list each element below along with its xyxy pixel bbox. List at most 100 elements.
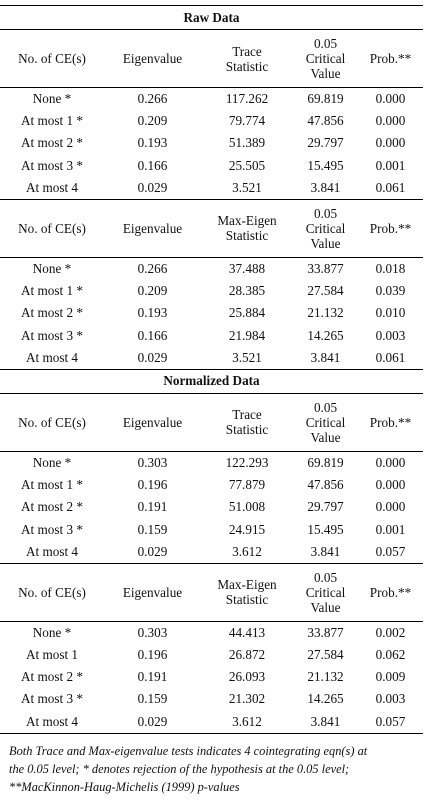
statistic-cell: 28.385 [228, 283, 266, 299]
probability-header: Prob.** [358, 563, 423, 622]
statistic-cell: 25.505 [228, 157, 266, 173]
eigenvalue-cell: 0.029 [104, 710, 201, 734]
critical-value-cell: 21.132 [307, 669, 344, 685]
eigenvalue-cell: 0.303 [137, 624, 168, 640]
statistic-header: Trace Statistic [201, 393, 293, 452]
statistic-cell: 79.774 [228, 113, 266, 129]
table-row: At most 2 * 0.193 25.884 21.132 0.010 [0, 302, 423, 324]
critical-value-cell: 47.856 [307, 113, 344, 129]
statistic-header: Max-Eigen Statistic [201, 199, 293, 258]
statistic-cell: 26.872 [228, 647, 266, 663]
statistic-cell: 51.389 [228, 135, 266, 151]
ce-count-cell: At most 4 [0, 176, 104, 200]
statistic-cell: 77.879 [228, 477, 266, 493]
header-row: No. of CE(s) Eigenvalue Max-Eigen Statisti… [0, 563, 423, 622]
critical-value-cell: 14.265 [307, 691, 344, 707]
eigenvalue-cell: 0.193 [137, 135, 168, 151]
probability-cell: 0.000 [375, 135, 406, 151]
ce-count-cell: At most 3 * [21, 521, 83, 537]
ce-count-cell: At most 1 * [21, 477, 83, 493]
eigenvalue-cell: 0.266 [137, 261, 168, 277]
statistic-cell: 3.521 [201, 176, 293, 200]
ce-count-cell: At most 2 * [21, 669, 83, 685]
critical-value-cell: 33.877 [307, 624, 344, 640]
critical-value-cell: 69.819 [307, 91, 344, 107]
statistic-cell: 51.008 [228, 499, 266, 515]
critical-value-header: 0.05 Critical Value [293, 563, 358, 622]
critical-value-cell: 3.841 [293, 346, 358, 370]
probability-cell: 0.000 [375, 477, 406, 493]
ce-count-cell: At most 3 * [21, 157, 83, 173]
eigenvalue-header: Eigenvalue [104, 563, 201, 622]
table-row: At most 3 * 0.166 21.984 14.265 0.003 [0, 325, 423, 347]
critical-value-cell: 14.265 [307, 327, 344, 343]
critical-value-header: 0.05 Critical Value [293, 29, 358, 88]
ce-count-cell: At most 2 * [21, 305, 83, 321]
statistic-cell: 26.093 [228, 669, 266, 685]
section-title: Raw Data [0, 5, 423, 30]
probability-cell: 0.057 [358, 540, 423, 564]
table-row: At most 3 * 0.159 21.302 14.265 0.003 [0, 688, 423, 710]
eigenvalue-cell: 0.196 [137, 477, 168, 493]
probability-header: Prob.** [358, 393, 423, 452]
probability-header: Prob.** [358, 29, 423, 88]
table-row: At most 2 * 0.191 26.093 21.132 0.009 [0, 666, 423, 688]
eigenvalue-header: Eigenvalue [104, 393, 201, 452]
footnote-line: the 0.05 level; * denotes rejection of t… [9, 762, 350, 776]
ce-count-cell: At most 4 [0, 540, 104, 564]
statistic-header: Max-Eigen Statistic [201, 563, 293, 622]
statistic-cell: 3.612 [201, 710, 293, 734]
table-row: At most 1 * 0.209 79.774 47.856 0.000 [0, 110, 423, 132]
ce-count-header: No. of CE(s) [0, 199, 104, 258]
statistic-cell: 37.488 [228, 261, 266, 277]
statistic-cell: 21.302 [228, 691, 266, 707]
table-row: At most 3 * 0.166 25.505 15.495 0.001 [0, 155, 423, 177]
ce-count-cell: None * [32, 454, 72, 470]
probability-cell: 0.010 [375, 305, 406, 321]
probability-cell: 0.039 [375, 283, 406, 299]
probability-cell: 0.061 [358, 176, 423, 200]
statistic-cell: 24.915 [228, 521, 266, 537]
critical-value-cell: 33.877 [307, 261, 344, 277]
critical-value-cell: 3.841 [293, 540, 358, 564]
ce-count-header: No. of CE(s) [0, 393, 104, 452]
probability-cell: 0.002 [375, 624, 406, 640]
statistic-cell: 122.293 [225, 454, 269, 470]
statistic-cell: 44.413 [228, 624, 266, 640]
table-row: At most 4 0.029 3.521 3.841 0.061 [0, 176, 423, 200]
probability-cell: 0.057 [358, 710, 423, 734]
statistic-cell: 117.262 [225, 91, 269, 107]
eigenvalue-cell: 0.029 [104, 176, 201, 200]
critical-value-cell: 29.797 [307, 135, 344, 151]
statistic-header: Trace Statistic [201, 29, 293, 88]
footnote-line: **MacKinnon-Haug-Michelis (1999) p-value… [9, 780, 240, 794]
critical-value-cell: 15.495 [307, 521, 344, 537]
probability-cell: 0.009 [375, 669, 406, 685]
ce-count-cell: At most 1 * [21, 283, 83, 299]
probability-cell: 0.003 [375, 327, 406, 343]
ce-count-cell: At most 3 * [21, 691, 83, 707]
probability-cell: 0.000 [375, 499, 406, 515]
probability-cell: 0.000 [375, 454, 406, 470]
critical-value-cell: 27.584 [307, 283, 344, 299]
critical-value-cell: 15.495 [307, 157, 344, 173]
table-row: None * 0.266 117.262 69.819 0.000 [0, 88, 423, 111]
eigenvalue-cell: 0.029 [104, 540, 201, 564]
table-row: None * 0.266 37.488 33.877 0.018 [0, 257, 423, 280]
ce-count-header: No. of CE(s) [0, 29, 104, 88]
eigenvalue-cell: 0.166 [137, 327, 168, 343]
eigenvalue-cell: 0.159 [137, 691, 168, 707]
ce-count-cell: At most 4 [0, 346, 104, 370]
section-title-row: Raw Data [0, 5, 423, 30]
probability-cell: 0.001 [375, 157, 406, 173]
probability-cell: 0.018 [375, 261, 406, 277]
ce-count-cell: At most 3 * [21, 327, 83, 343]
probability-cell: 0.061 [358, 346, 423, 370]
statistic-cell: 3.521 [201, 346, 293, 370]
eigenvalue-cell: 0.196 [137, 647, 168, 663]
header-row: No. of CE(s) Eigenvalue Trace Statistic 0.0… [0, 393, 423, 452]
critical-value-cell: 69.819 [307, 454, 344, 470]
critical-value-header: 0.05 Critical Value [293, 199, 358, 258]
ce-count-cell: None * [32, 624, 72, 640]
